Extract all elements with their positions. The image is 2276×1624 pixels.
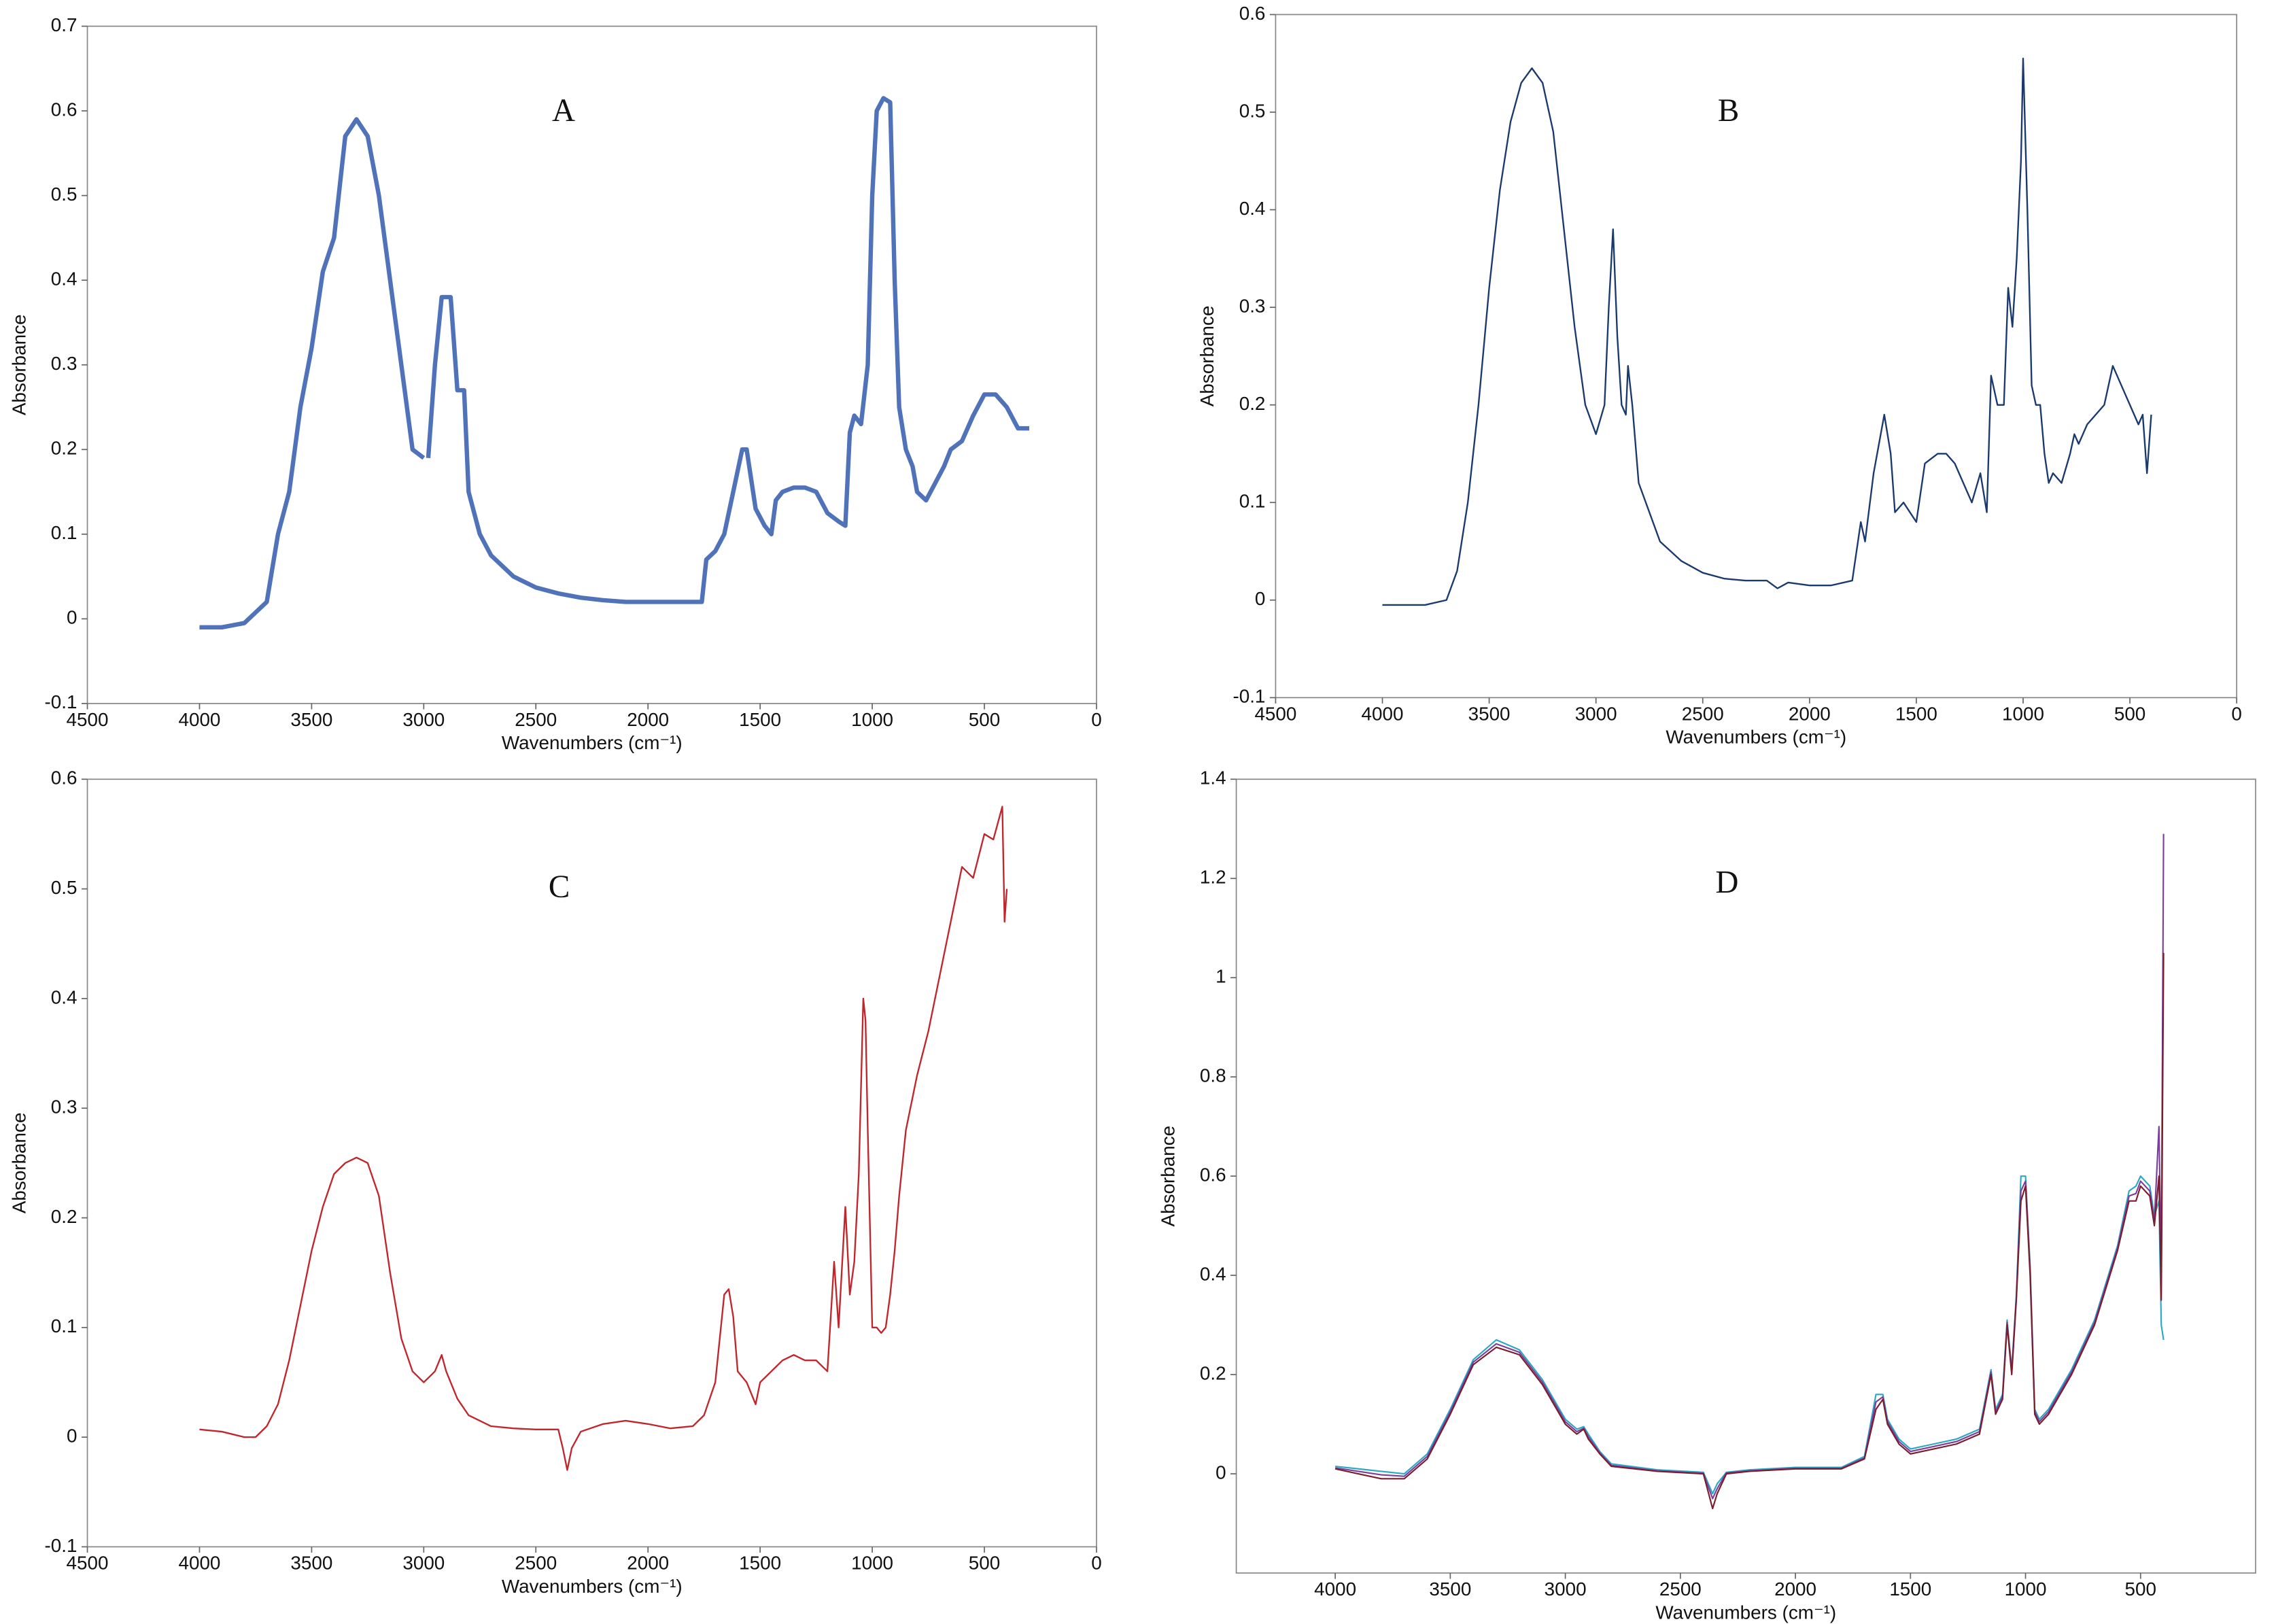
x-tick-label: 2000 — [627, 1553, 669, 1574]
y-tick-label: 0.2 — [51, 438, 77, 459]
y-tick-label: 1.4 — [1200, 767, 1226, 789]
y-tick-label: 0.4 — [1239, 198, 1266, 219]
spectrum-line — [1382, 57, 2152, 606]
x-tick-label: 4500 — [67, 709, 109, 730]
x-tick-label: 4000 — [1362, 703, 1404, 724]
x-tick-label: 4500 — [1254, 703, 1296, 724]
x-tick-label: 1500 — [1895, 703, 1937, 724]
panel-label: A — [552, 93, 575, 128]
x-tick-label: 4000 — [178, 1553, 220, 1574]
y-tick-label: 0.4 — [51, 269, 77, 290]
x-axis-title: Wavenumbers (cm⁻¹) — [502, 1576, 683, 1597]
y-tick-label: 0.3 — [51, 353, 77, 374]
x-tick-label: 500 — [2114, 703, 2145, 724]
spectrum-line — [199, 806, 1008, 1471]
y-tick-label: 0.2 — [1200, 1362, 1226, 1383]
panel-label: C — [549, 869, 570, 905]
x-axis-title: Wavenumbers (cm⁻¹) — [502, 732, 683, 753]
y-axis-title: Absorbance — [1196, 306, 1218, 407]
y-tick-label: 0.4 — [1200, 1263, 1226, 1284]
x-axis-title: Wavenumbers (cm⁻¹) — [1666, 727, 1846, 748]
x-tick-label: 500 — [969, 709, 1000, 730]
y-axis-title: Absorbance — [8, 314, 29, 415]
x-tick-label: 1500 — [739, 1553, 781, 1574]
y-tick-label: 0.4 — [51, 986, 77, 1007]
y-tick-label: 0.8 — [1200, 1065, 1226, 1086]
y-tick-label: 0.5 — [51, 184, 77, 205]
chart-panel: -0.1 0 0.1 0.2 0.3 0.4 0.5 0.6 0.7 4500 4000 3500 30… — [8, 14, 1101, 753]
x-tick-label: 2000 — [1789, 703, 1831, 724]
x-tick-label: 4000 — [178, 709, 220, 730]
x-tick-label: 3000 — [1575, 703, 1617, 724]
x-tick-label: 3500 — [1468, 703, 1511, 724]
x-tick-label: 4500 — [67, 1553, 109, 1574]
y-tick-label: -0.1 — [1232, 686, 1265, 707]
y-tick-label: 0.6 — [1200, 1164, 1226, 1186]
y-tick-label: 0.3 — [1239, 295, 1266, 316]
y-tick-label: 0.6 — [51, 99, 77, 120]
x-tick-label: 3500 — [1429, 1578, 1471, 1600]
x-tick-label: 500 — [2125, 1578, 2156, 1600]
plot-frame — [1275, 14, 2238, 699]
x-tick-label: 3000 — [402, 1553, 445, 1574]
x-tick-label: 2500 — [1682, 703, 1724, 724]
x-tick-label: 0 — [1091, 1553, 1101, 1574]
x-axis-title: Wavenumbers (cm⁻¹) — [1655, 1602, 1836, 1623]
x-tick-label: 0 — [2231, 703, 2241, 724]
x-tick-label: 3500 — [290, 1553, 332, 1574]
y-tick-label: 1.2 — [1200, 867, 1226, 888]
y-tick-label: 0.1 — [51, 1315, 77, 1336]
x-tick-label: 1000 — [2005, 1578, 2047, 1600]
y-tick-label: 0.2 — [1239, 393, 1266, 414]
x-tick-label: 1000 — [851, 709, 893, 730]
panel-label: D — [1715, 865, 1738, 901]
x-tick-label: 0 — [1091, 709, 1101, 730]
chart-panel: -0.1 0 0.1 0.2 0.3 0.4 0.5 0.6 4500 4000 3500 3000 2… — [8, 767, 1101, 1597]
y-tick-label: 0.1 — [51, 522, 77, 543]
y-tick-label: -0.1 — [45, 1535, 77, 1556]
y-tick-label: -0.1 — [45, 691, 77, 712]
x-tick-label: 2500 — [515, 709, 557, 730]
y-tick-label: 0 — [67, 607, 77, 628]
y-tick-label: 0 — [1215, 1462, 1226, 1483]
x-tick-label: 2000 — [627, 709, 669, 730]
x-tick-label: 2000 — [1774, 1578, 1816, 1600]
y-tick-label: 0.6 — [51, 767, 77, 789]
x-tick-label: 3500 — [290, 709, 332, 730]
x-tick-label: 1500 — [739, 709, 781, 730]
x-tick-label: 3000 — [402, 709, 445, 730]
x-tick-label: 3000 — [1545, 1578, 1587, 1600]
spectrum-line — [1335, 1175, 2165, 1495]
y-tick-label: 0.5 — [51, 877, 77, 898]
spectrum-line — [1334, 833, 2165, 1500]
x-tick-label: 1000 — [851, 1553, 893, 1574]
y-tick-label: 0 — [1255, 588, 1265, 609]
chart-panel: 0 0.2 0.4 0.6 0.8 1 1.2 1.4 4000 3500 3000 2500 2000… — [1157, 767, 2256, 1623]
plot-frame — [86, 25, 1097, 704]
y-tick-label: 0.3 — [51, 1096, 77, 1118]
x-tick-label: 1500 — [1889, 1578, 1931, 1600]
y-tick-label: 0.1 — [1239, 491, 1266, 512]
x-tick-label: 1000 — [2002, 703, 2044, 724]
y-tick-label: 0.6 — [1239, 3, 1266, 24]
x-tick-label: 2500 — [515, 1553, 557, 1574]
y-tick-label: 0.7 — [51, 14, 77, 35]
plot-frame — [86, 778, 1097, 1548]
x-tick-label: 500 — [969, 1553, 1000, 1574]
spectrum-line — [426, 96, 1029, 604]
spectrum-line — [199, 117, 426, 630]
x-tick-label: 4000 — [1314, 1578, 1356, 1600]
y-axis-title: Absorbance — [1157, 1126, 1178, 1227]
plot-frame — [1235, 778, 2256, 1574]
chart-panel: -0.1 0 0.1 0.2 0.3 0.4 0.5 0.6 4500 4000 3500 3000 2… — [1196, 3, 2242, 748]
x-tick-label: 2500 — [1659, 1578, 1702, 1600]
y-tick-label: 0.5 — [1239, 100, 1266, 121]
y-tick-label: 0.2 — [51, 1206, 77, 1227]
y-axis-title: Absorbance — [8, 1113, 29, 1214]
y-tick-label: 1 — [1215, 966, 1226, 987]
panel-label: B — [1718, 93, 1739, 128]
spectrum-line — [1334, 952, 2165, 1510]
y-tick-label: 0 — [67, 1425, 77, 1446]
